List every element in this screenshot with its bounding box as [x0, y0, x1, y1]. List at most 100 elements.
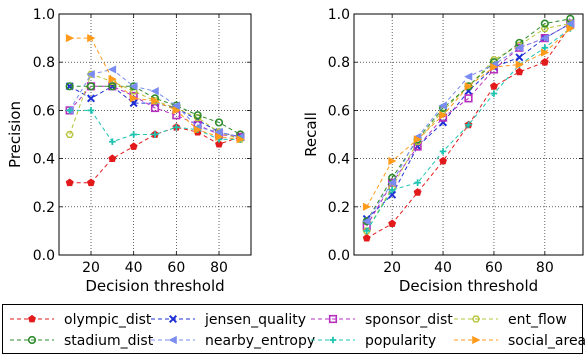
- data-point-popularity: [414, 179, 421, 186]
- data-point-stadium-dist: [193, 111, 202, 120]
- series-line-sponsor-dist: [69, 85, 241, 138]
- y-tick-label: 0.6: [328, 103, 350, 119]
- series-line-olympic-dist: [366, 25, 571, 239]
- series-line-popularity: [366, 28, 571, 232]
- x-tick-label: 80: [536, 260, 554, 276]
- data-point-olympic-dist: [65, 178, 74, 187]
- x-axis-label: Decision threshold: [85, 277, 224, 295]
- data-point-social-area: [65, 33, 75, 43]
- x-tick-label: 40: [125, 260, 143, 276]
- panel-recall: 20 40 60 80 0.0 0.2 0.4 0.6 0.8 1.0 Decision thres…: [302, 7, 584, 295]
- data-point-social-area: [490, 62, 499, 72]
- x-axis-label: Decision threshold: [399, 277, 538, 295]
- series-line-stadium-dist: [69, 85, 241, 135]
- data-point-social-area: [108, 74, 117, 84]
- x-tick-label: 60: [167, 260, 185, 276]
- y-tick-label: 0.2: [33, 200, 55, 216]
- data-point-popularity: [151, 131, 159, 138]
- legend-marker: [328, 314, 338, 324]
- data-point-nearby-entropy: [171, 101, 181, 110]
- data-point-olympic-dist: [489, 82, 498, 90]
- data-point-social-area: [236, 135, 245, 144]
- data-point-social-area: [541, 48, 550, 57]
- y-tick-label: 0.2: [328, 200, 350, 216]
- data-point-social-area: [151, 96, 160, 105]
- legend: olympic_dist stadium_dist jensen_qualityne…: [2, 304, 585, 354]
- data-point-olympic-dist: [439, 156, 448, 165]
- data-point-stadium-dist: [65, 82, 74, 91]
- data-point-social-area: [362, 202, 372, 211]
- data-point-olympic-dist: [362, 233, 371, 242]
- data-point-nearby-entropy: [129, 82, 138, 91]
- data-point-popularity: [87, 107, 95, 114]
- y-tick-label: 1.0: [328, 7, 350, 23]
- data-point-popularity: [490, 90, 498, 97]
- y-tick-label: 0.8: [328, 55, 350, 71]
- data-point-nearby-entropy: [464, 72, 473, 81]
- data-point-social-area: [215, 132, 224, 142]
- y-tick-label: 0.0: [328, 248, 350, 264]
- data-point-popularity: [173, 123, 180, 131]
- series-social-area: [362, 24, 575, 211]
- y-tick-label: 1.0: [33, 7, 55, 23]
- data-point-olympic-dist: [515, 67, 524, 76]
- data-point-social-area: [172, 106, 181, 115]
- data-point-stadium-dist: [108, 82, 117, 91]
- data-point-nearby-entropy: [514, 43, 524, 52]
- legend-label: ent_flow: [508, 312, 567, 328]
- legend-frame: [2, 304, 583, 354]
- legend-label: stadium_dist: [64, 333, 154, 349]
- data-point-olympic-dist: [108, 154, 117, 162]
- data-point-social-area: [413, 135, 423, 144]
- legend-label: social_area: [508, 333, 585, 349]
- data-point-nearby-entropy: [438, 101, 447, 110]
- legend-entry-nearby-entropy: nearby_entropy: [151, 333, 315, 349]
- data-point-nearby-entropy: [86, 70, 95, 79]
- series-social-area: [65, 33, 245, 144]
- legend-entry-jensen-quality: jensen_quality: [151, 312, 306, 328]
- data-point-nearby-entropy: [107, 65, 117, 74]
- series-line-stadium-dist: [366, 18, 571, 222]
- legend-marker: [472, 335, 481, 345]
- data-point-social-area: [87, 33, 96, 43]
- legend-marker: [471, 315, 481, 323]
- y-tick-label: 0.6: [33, 103, 55, 119]
- data-point-social-area: [388, 156, 397, 166]
- data-point-popularity: [109, 138, 116, 146]
- legend-entry-olympic-dist: olympic_dist: [10, 312, 152, 328]
- data-point-ent-flow: [65, 130, 74, 139]
- data-point-ent-flow: [540, 24, 549, 33]
- x-tick-label: 60: [485, 260, 503, 276]
- data-point-sponsor-dist: [150, 103, 160, 113]
- data-point-social-area: [464, 82, 473, 91]
- data-point-popularity: [439, 148, 447, 155]
- legend-label: olympic_dist: [64, 312, 152, 328]
- panel-recall-grid: [354, 13, 583, 256]
- y-axis-label: Precision: [6, 101, 24, 168]
- legend-entry-sponsor-dist: sponsor_dist: [311, 312, 453, 328]
- data-point-nearby-entropy: [214, 127, 223, 137]
- data-point-popularity: [465, 121, 472, 129]
- data-point-nearby-entropy: [387, 178, 396, 187]
- data-point-social-area: [439, 111, 448, 120]
- data-point-stadium-dist: [540, 19, 549, 28]
- legend-marker: [168, 314, 178, 324]
- legend-entry-popularity: popularity: [311, 333, 436, 349]
- data-point-popularity: [388, 186, 396, 194]
- y-tick-label: 0.8: [33, 55, 55, 71]
- data-point-olympic-dist: [540, 58, 549, 66]
- data-point-sponsor-dist: [464, 94, 473, 103]
- series-line-olympic-dist: [69, 126, 241, 184]
- legend-label: popularity: [365, 333, 436, 349]
- legend-marker: [28, 314, 36, 323]
- data-point-olympic-dist: [413, 188, 422, 196]
- data-point-stadium-dist: [86, 82, 96, 91]
- y-tick-label: 0.0: [33, 248, 55, 264]
- legend-marker: [27, 335, 37, 345]
- x-tick-label: 20: [383, 260, 401, 276]
- panel-precision-frame: [58, 13, 252, 256]
- data-point-olympic-dist: [87, 178, 95, 187]
- legend-label: nearby_entropy: [205, 333, 315, 349]
- legend-label: jensen_quality: [204, 312, 306, 328]
